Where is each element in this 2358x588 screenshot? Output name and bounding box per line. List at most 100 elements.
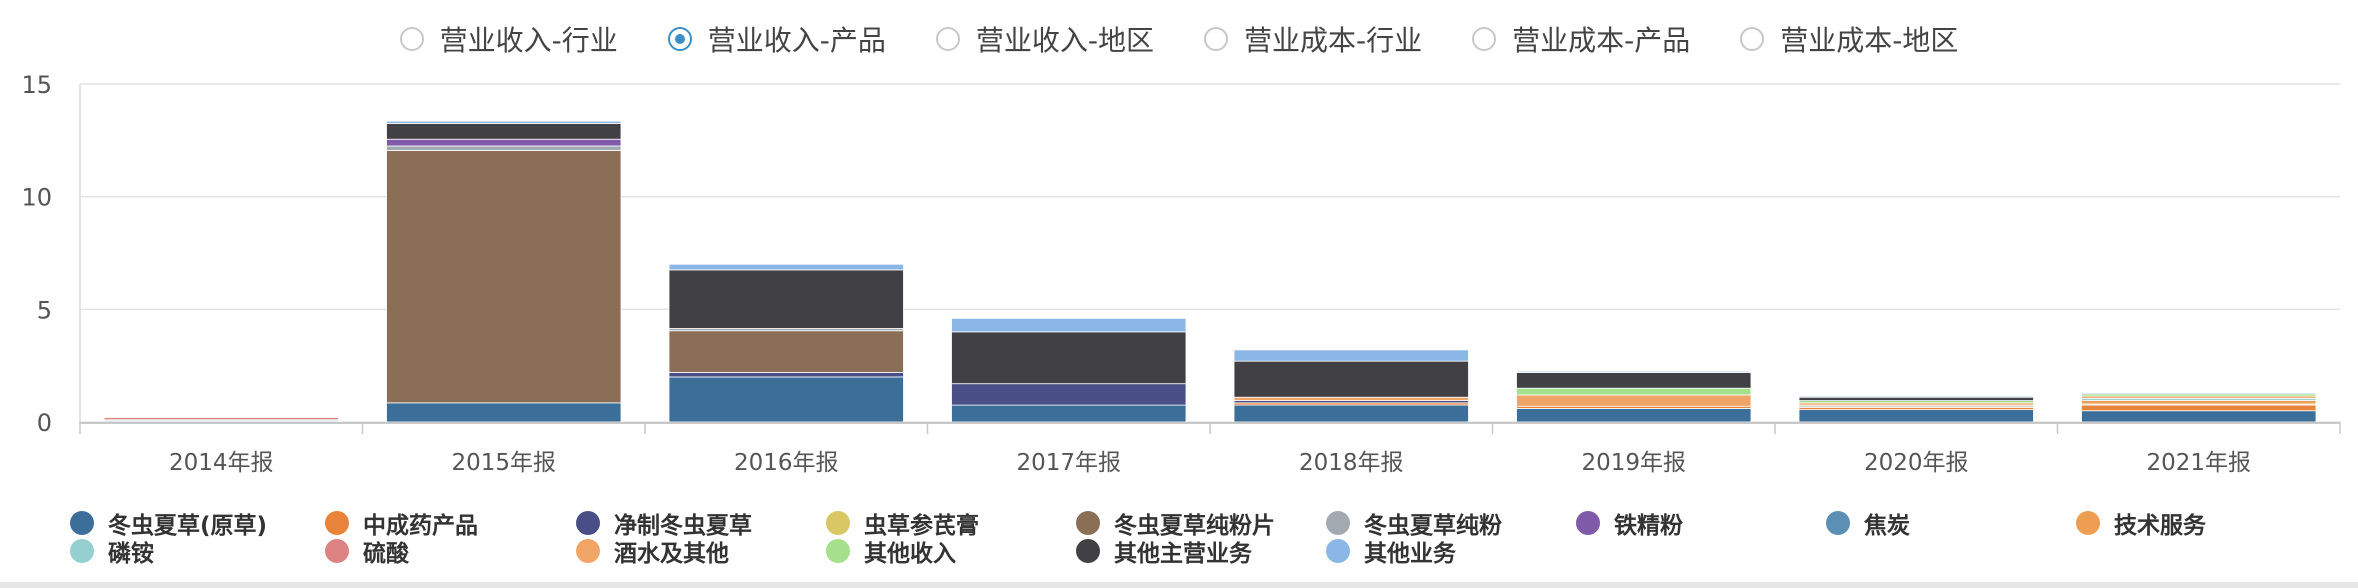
y-tick-label: 15 xyxy=(21,71,52,99)
bar-segment[interactable] xyxy=(1233,396,1469,401)
bar-segment[interactable] xyxy=(2081,410,2317,423)
bar-segment[interactable] xyxy=(668,263,904,271)
radio-unchecked-icon[interactable] xyxy=(399,27,424,51)
radio-unchecked-icon[interactable] xyxy=(935,27,960,51)
bar-segment[interactable] xyxy=(1516,372,1752,389)
bar-segment[interactable] xyxy=(951,383,1187,406)
legend-item[interactable]: 磷铵 xyxy=(70,536,154,567)
bar-segment[interactable] xyxy=(1516,370,1752,373)
radio-tab-4[interactable]: 营业成本-产品 xyxy=(1472,19,1690,59)
bar-segment[interactable] xyxy=(386,123,622,140)
bars xyxy=(103,120,2317,423)
bar-segment[interactable] xyxy=(951,404,1187,423)
legend-item[interactable]: 其他主营业务 xyxy=(1076,536,1252,567)
legend-dot-icon xyxy=(1576,511,1600,535)
bar-segment[interactable] xyxy=(386,138,622,147)
legend-dot-icon xyxy=(325,539,349,563)
radio-unchecked-icon[interactable] xyxy=(1740,27,1765,51)
bar-segment[interactable] xyxy=(668,330,904,373)
bar-segment[interactable] xyxy=(951,317,1187,333)
bar-segment[interactable] xyxy=(668,376,904,423)
radio-tab-0[interactable]: 营业收入-行业 xyxy=(399,19,618,59)
legend-item[interactable]: 冬虫夏草纯粉片 xyxy=(1076,508,1275,539)
legend-item[interactable]: 虫草参芪膏 xyxy=(826,508,979,539)
bar-segment[interactable] xyxy=(1233,349,1469,362)
x-tick-label: 2019年报 xyxy=(1581,450,1686,476)
legend-label: 冬虫夏草(原草) xyxy=(108,513,268,539)
y-tick-label: 0 xyxy=(37,409,52,437)
bar-segment[interactable] xyxy=(1233,404,1469,423)
radio-checked-icon[interactable] xyxy=(667,27,692,51)
legend-item[interactable]: 净制冬虫夏草 xyxy=(576,508,752,539)
bar-segment[interactable] xyxy=(1233,360,1469,398)
legend-dot-icon xyxy=(70,539,94,563)
bar-segment[interactable] xyxy=(668,269,904,329)
legend-dot-icon xyxy=(70,511,94,535)
radio-tab-5[interactable]: 营业成本-地区 xyxy=(1740,19,1958,59)
legend-item[interactable]: 技术服务 xyxy=(2076,508,2206,539)
bar-segment[interactable] xyxy=(1516,408,1752,423)
bar-segment[interactable] xyxy=(2081,404,2317,412)
legend-label: 其他收入 xyxy=(864,541,956,567)
bar-segment[interactable] xyxy=(103,417,339,421)
legend-label: 其他主营业务 xyxy=(1114,541,1252,567)
legend-label: 冬虫夏草纯粉片 xyxy=(1114,513,1275,539)
y-tick-label: 10 xyxy=(21,184,52,212)
legend-label: 冬虫夏草纯粉 xyxy=(1364,513,1502,539)
legend-dot-icon xyxy=(1826,511,1850,535)
radio-unchecked-icon[interactable] xyxy=(1472,27,1497,51)
legend-dot-icon xyxy=(325,511,349,535)
bar-segment[interactable] xyxy=(386,150,622,404)
legend-dot-icon xyxy=(826,539,850,563)
radio-tab-label: 营业成本-产品 xyxy=(1512,24,1691,57)
radio-tab-label: 营业成本-行业 xyxy=(1244,24,1423,57)
legend-item[interactable]: 其他收入 xyxy=(826,536,956,567)
radio-tab-3[interactable]: 营业成本-行业 xyxy=(1204,19,1422,59)
radio-tab-label: 营业收入-行业 xyxy=(439,24,618,57)
bar-segment[interactable] xyxy=(1798,409,2034,423)
legend-item[interactable]: 冬虫夏草(原草) xyxy=(70,508,268,539)
x-tick-label: 2014年报 xyxy=(169,450,274,476)
legend-label: 虫草参芪膏 xyxy=(864,513,979,539)
bar-segment[interactable] xyxy=(1516,394,1752,407)
legend-item[interactable]: 其他业务 xyxy=(1326,536,1456,567)
bar-segment[interactable] xyxy=(2081,400,2317,405)
legend-dot-icon xyxy=(1076,539,1100,563)
bar-segment[interactable] xyxy=(951,331,1187,385)
x-tick-label: 2020年报 xyxy=(1864,450,1969,476)
bar-segment[interactable] xyxy=(2081,392,2317,395)
legend-label: 净制冬虫夏草 xyxy=(614,513,752,539)
legend-dot-icon xyxy=(1326,539,1350,563)
legend-item[interactable]: 硫酸 xyxy=(325,536,409,567)
legend-dot-icon xyxy=(826,511,850,535)
legend-label: 其他业务 xyxy=(1364,541,1456,567)
radio-tab-2[interactable]: 营业收入-地区 xyxy=(935,19,1154,59)
legend-label: 技术服务 xyxy=(2114,513,2206,539)
legend-label: 中成药产品 xyxy=(363,513,478,539)
bar-segment[interactable] xyxy=(668,372,904,378)
radio-tab-label: 营业收入-地区 xyxy=(975,24,1154,57)
bar-segment[interactable] xyxy=(386,402,622,423)
bar-segment[interactable] xyxy=(1798,396,2034,401)
legend-item[interactable]: 中成药产品 xyxy=(325,508,478,539)
legend-label: 硫酸 xyxy=(363,541,409,567)
legend-item[interactable]: 铁精粉 xyxy=(1576,508,1683,539)
legend-dot-icon xyxy=(2076,511,2100,535)
legend-label: 铁精粉 xyxy=(1614,513,1683,539)
bar-segment[interactable] xyxy=(1516,387,1752,396)
legend-item[interactable]: 冬虫夏草纯粉 xyxy=(1326,508,1502,539)
legend-dot-icon xyxy=(576,511,600,535)
legend-label: 磷铵 xyxy=(108,541,154,567)
legend-item[interactable]: 焦炭 xyxy=(1826,508,1910,539)
x-tick-label: 2016年报 xyxy=(734,450,839,476)
legend-label: 焦炭 xyxy=(1864,513,1910,539)
bar-segment[interactable] xyxy=(386,145,622,151)
radio-tab-1[interactable]: 营业收入-产品 xyxy=(667,19,886,59)
bar-segment[interactable] xyxy=(386,120,622,124)
bar-segment[interactable] xyxy=(1798,395,2034,398)
radio-unchecked-icon[interactable] xyxy=(1204,27,1228,51)
x-tick-label: 2018年报 xyxy=(1299,450,1404,476)
legend-dot-icon xyxy=(1076,511,1100,535)
legend-item[interactable]: 酒水及其他 xyxy=(576,536,729,567)
